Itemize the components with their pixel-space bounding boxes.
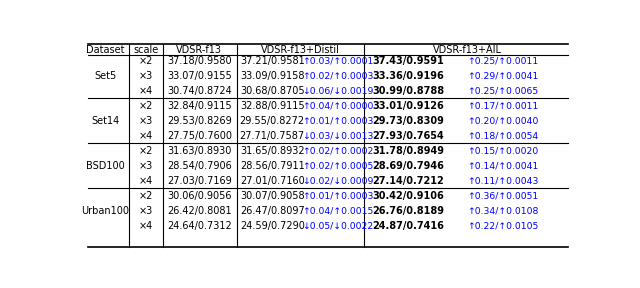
- Text: 27.71/0.7587: 27.71/0.7587: [239, 131, 305, 141]
- Text: 31.78/0.8949: 31.78/0.8949: [372, 146, 445, 156]
- Text: 27.14/0.7212: 27.14/0.7212: [372, 176, 444, 186]
- Text: 27.75/0.7600: 27.75/0.7600: [167, 131, 232, 141]
- Text: 28.69/0.7946: 28.69/0.7946: [372, 161, 445, 171]
- Text: ×4: ×4: [139, 176, 153, 186]
- Text: Urban100: Urban100: [81, 206, 129, 216]
- Text: ↑0.15/↑0.0020: ↑0.15/↑0.0020: [467, 146, 538, 155]
- Text: ×2: ×2: [139, 56, 153, 66]
- Text: ↑0.17/↑0.0011: ↑0.17/↑0.0011: [467, 101, 538, 110]
- Text: ↑0.14/↑0.0041: ↑0.14/↑0.0041: [467, 161, 538, 170]
- Text: 37.21/0.9581: 37.21/0.9581: [240, 56, 305, 66]
- Text: VDSR-f13: VDSR-f13: [177, 45, 222, 55]
- Text: ↑0.25/↑0.0065: ↑0.25/↑0.0065: [467, 86, 538, 95]
- Text: 29.55/0.8272: 29.55/0.8272: [239, 116, 305, 126]
- Text: 33.07/0.9155: 33.07/0.9155: [167, 71, 232, 81]
- Text: ×2: ×2: [139, 101, 153, 111]
- Text: ↑0.03/↑0.0001: ↑0.03/↑0.0001: [302, 56, 374, 65]
- Text: 33.01/0.9126: 33.01/0.9126: [372, 101, 444, 111]
- Text: 30.74/0.8724: 30.74/0.8724: [167, 86, 232, 96]
- Text: 26.76/0.8189: 26.76/0.8189: [372, 206, 445, 216]
- Text: 24.87/0.7416: 24.87/0.7416: [372, 221, 445, 231]
- Text: ↑0.22/↑0.0105: ↑0.22/↑0.0105: [467, 221, 538, 230]
- Text: ↑0.02/↑0.0002: ↑0.02/↑0.0002: [302, 146, 374, 155]
- Text: Dataset: Dataset: [86, 45, 125, 55]
- Text: ↑0.36/↑0.0051: ↑0.36/↑0.0051: [467, 191, 538, 200]
- Text: 30.07/0.9058: 30.07/0.9058: [240, 191, 305, 201]
- Text: ↑0.04/↑0.0000: ↑0.04/↑0.0000: [302, 101, 374, 110]
- Text: ×4: ×4: [139, 131, 153, 141]
- Text: VDSR-f13+Distil: VDSR-f13+Distil: [260, 45, 340, 55]
- Text: ↓0.03/↓0.0013: ↓0.03/↓0.0013: [302, 131, 374, 140]
- Text: ↑0.11/↑0.0043: ↑0.11/↑0.0043: [467, 176, 538, 185]
- Text: 26.42/0.8081: 26.42/0.8081: [167, 206, 232, 216]
- Text: 24.64/0.7312: 24.64/0.7312: [167, 221, 232, 231]
- Text: ↑0.04/↑0.0015: ↑0.04/↑0.0015: [303, 206, 374, 215]
- Text: ×3: ×3: [139, 116, 153, 126]
- Text: 26.47/0.8097: 26.47/0.8097: [240, 206, 305, 216]
- Text: ↑0.18/↑0.0054: ↑0.18/↑0.0054: [467, 131, 538, 140]
- Text: ↑0.29/↑0.0041: ↑0.29/↑0.0041: [467, 71, 538, 80]
- Text: 33.09/0.9158: 33.09/0.9158: [240, 71, 305, 81]
- Text: ↑0.02/↑0.0003: ↑0.02/↑0.0003: [302, 71, 374, 80]
- Text: 31.63/0.8930: 31.63/0.8930: [167, 146, 232, 156]
- Text: 33.36/0.9196: 33.36/0.9196: [372, 71, 444, 81]
- Text: ↓0.05/↓0.0022: ↓0.05/↓0.0022: [303, 221, 374, 230]
- Text: ×3: ×3: [139, 206, 153, 216]
- Text: 37.18/0.9580: 37.18/0.9580: [167, 56, 232, 66]
- Text: 27.01/0.7160: 27.01/0.7160: [240, 176, 305, 186]
- Text: Set14: Set14: [92, 116, 120, 126]
- Text: VDSR-f13+AIL: VDSR-f13+AIL: [433, 45, 502, 55]
- Text: 37.43/0.9591: 37.43/0.9591: [372, 56, 444, 66]
- Text: 32.84/0.9115: 32.84/0.9115: [167, 101, 232, 111]
- Text: 27.03/0.7169: 27.03/0.7169: [167, 176, 232, 186]
- Text: ↑0.20/↑0.0040: ↑0.20/↑0.0040: [467, 116, 538, 125]
- Text: 24.59/0.7290: 24.59/0.7290: [240, 221, 305, 231]
- Text: ×4: ×4: [139, 86, 153, 96]
- Text: ↓0.06/↓0.0019: ↓0.06/↓0.0019: [302, 86, 374, 95]
- Text: ×2: ×2: [139, 146, 153, 156]
- Text: ×3: ×3: [139, 71, 153, 81]
- Text: 30.99/0.8788: 30.99/0.8788: [372, 86, 445, 96]
- Text: Set5: Set5: [95, 71, 116, 81]
- Text: 31.65/0.8932: 31.65/0.8932: [240, 146, 305, 156]
- Text: 28.56/0.7911: 28.56/0.7911: [240, 161, 305, 171]
- Text: 29.53/0.8269: 29.53/0.8269: [167, 116, 232, 126]
- Text: 27.93/0.7654: 27.93/0.7654: [372, 131, 444, 141]
- Text: ×3: ×3: [139, 161, 153, 171]
- Text: 28.54/0.7906: 28.54/0.7906: [167, 161, 232, 171]
- Text: ×4: ×4: [139, 221, 153, 231]
- Text: ↑0.25/↑0.0011: ↑0.25/↑0.0011: [467, 56, 538, 65]
- Text: ↑0.01/↑0.0003: ↑0.01/↑0.0003: [302, 191, 374, 200]
- Text: scale: scale: [133, 45, 159, 55]
- Text: 32.88/0.9115: 32.88/0.9115: [240, 101, 305, 111]
- Text: BSD100: BSD100: [86, 161, 125, 171]
- Text: 30.68/0.8705: 30.68/0.8705: [240, 86, 305, 96]
- Text: 29.73/0.8309: 29.73/0.8309: [372, 116, 445, 126]
- Text: 30.06/0.9056: 30.06/0.9056: [167, 191, 232, 201]
- Text: ↑0.34/↑0.0108: ↑0.34/↑0.0108: [467, 206, 538, 215]
- Text: 30.42/0.9106: 30.42/0.9106: [372, 191, 444, 201]
- Text: ↑0.02/↑0.0005: ↑0.02/↑0.0005: [303, 161, 374, 170]
- Text: ×2: ×2: [139, 191, 153, 201]
- Text: ↓0.02/↓0.0009: ↓0.02/↓0.0009: [302, 176, 374, 185]
- Text: ↑0.01/↑0.0003: ↑0.01/↑0.0003: [302, 116, 374, 125]
